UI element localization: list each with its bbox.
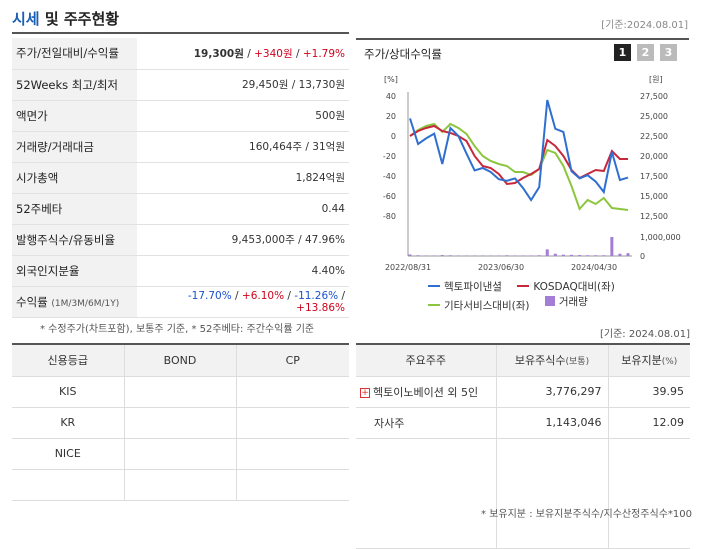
series-line bbox=[409, 122, 629, 211]
legend-item: KOSDAQ대비(좌) bbox=[517, 279, 615, 294]
left-tick-label: -80 bbox=[383, 212, 396, 221]
right-tick-label: 12,500 bbox=[640, 212, 668, 221]
table-row: 거래량/거래대금 160,464주 / 31억원 bbox=[12, 131, 349, 163]
volume-bar bbox=[481, 255, 485, 256]
volume-bar bbox=[553, 253, 557, 256]
series-line bbox=[409, 124, 628, 186]
table-row: 발행주식수/유동비율 9,453,000주 / 47.96% bbox=[12, 224, 349, 256]
right-unit: [원] bbox=[649, 75, 663, 84]
volume-bar bbox=[586, 255, 590, 256]
price-chart: [%] [원] 40 20 0 -20 -40 -60 -80 27,500 25,000 22,… bbox=[383, 75, 681, 272]
table-row: 52Weeks 최고/최저 29,450원 / 13,730원 bbox=[12, 69, 349, 101]
holders-basis: [기준: 2024.08.01] bbox=[599, 329, 690, 340]
right-tick-label: 17,500 bbox=[640, 172, 668, 181]
volume-bar bbox=[456, 255, 460, 256]
table-row: 외국인지분율 4.40% bbox=[12, 255, 349, 287]
series-line bbox=[409, 99, 629, 202]
section-title: 시세 및 주주현황 bbox=[12, 10, 120, 28]
left-unit: [%] bbox=[384, 75, 398, 84]
x-tick-label: 2024/04/30 bbox=[571, 263, 617, 272]
chart-title: 주가/상대수익률 bbox=[364, 47, 442, 61]
left-tick-label: -60 bbox=[383, 192, 396, 201]
volume-bar bbox=[473, 255, 477, 256]
holders-table: 주요주주 보유주식수(보통) 보유지분(%) + 헥토이노베이션 외 5인 3,7… bbox=[356, 343, 690, 549]
chart-page-2-button[interactable]: 2 bbox=[637, 44, 654, 61]
right-tick-label: 22,500 bbox=[640, 132, 668, 141]
volume-bar bbox=[602, 255, 606, 256]
volume-bar bbox=[594, 255, 598, 256]
divider bbox=[12, 32, 349, 34]
credit-table: 신용등급 BOND CP KIS KR NICE bbox=[12, 343, 349, 501]
volume-zero-label: 0 bbox=[640, 252, 645, 261]
left-tick-label: 40 bbox=[386, 92, 396, 101]
chart-panel: 주가/상대수익률 1 2 3 [%] [원] 40 20 0 -20 -40 -60 -80… bbox=[356, 38, 689, 313]
volume-bar bbox=[578, 255, 582, 256]
table-row: KIS bbox=[12, 376, 349, 408]
volume-bar bbox=[618, 253, 622, 256]
volume-bar bbox=[561, 254, 565, 256]
volume-bar bbox=[569, 254, 573, 256]
chart-pager: 1 2 3 bbox=[614, 44, 677, 61]
legend-item: 거래량 bbox=[544, 294, 588, 309]
chart-legend: 헥토파이낸셜 KOSDAQ대비(좌) 기타서비스대비(좌) 거래량 bbox=[428, 278, 688, 313]
table-row bbox=[356, 438, 690, 549]
quote-table: 주가/전일대비/수익률 19,300원 / +340원 / +1.79% 52W… bbox=[12, 38, 349, 318]
expand-plus-icon[interactable]: + bbox=[360, 387, 370, 398]
table-row: NICE bbox=[12, 438, 349, 470]
volume-bar bbox=[424, 255, 428, 256]
table-row: 52주베타 0.44 bbox=[12, 193, 349, 225]
right-tick-label: 15,000 bbox=[640, 192, 668, 201]
table-row: 액면가 500원 bbox=[12, 100, 349, 132]
volume-bar bbox=[408, 254, 412, 256]
table-row: 수익률 (1M/3M/6M/1Y) -17.70% / +6.10% / -11… bbox=[12, 286, 349, 318]
left-tick-label: 20 bbox=[386, 112, 396, 121]
legend-item: 기타서비스대비(좌) bbox=[428, 298, 529, 313]
table-row: 주가/전일대비/수익률 19,300원 / +340원 / +1.79% bbox=[12, 38, 349, 70]
volume-tick-label: 1,000,000 bbox=[640, 233, 681, 242]
right-tick-label: 27,500 bbox=[640, 92, 668, 101]
left-tick-label: 0 bbox=[391, 132, 396, 141]
volume-bar bbox=[448, 255, 452, 256]
chart-page-3-button[interactable]: 3 bbox=[660, 44, 677, 61]
left-tick-label: -40 bbox=[383, 172, 396, 181]
left-tick-label: -20 bbox=[383, 152, 396, 161]
volume-bar bbox=[432, 255, 436, 256]
volume-bar bbox=[513, 255, 517, 256]
table-row: 시가총액 1,824억원 bbox=[12, 162, 349, 194]
volume-bar bbox=[489, 255, 493, 256]
table-row: 자사주 1,143,046 12.09 bbox=[356, 407, 690, 439]
volume-bar bbox=[626, 253, 630, 256]
holders-note: * 보유지분 : 보유지분주식수/지수산정주식수*100 bbox=[481, 509, 692, 520]
volume-bar bbox=[497, 255, 501, 256]
legend-item: 헥토파이낸셜 bbox=[428, 279, 502, 294]
table-row bbox=[12, 469, 349, 501]
chart-page-1-button[interactable]: 1 bbox=[614, 44, 631, 61]
right-tick-label: 20,000 bbox=[640, 152, 668, 161]
table-row: + 헥토이노베이션 외 5인 3,776,297 39.95 bbox=[356, 376, 690, 408]
x-tick-label: 2022/08/31 bbox=[385, 263, 431, 272]
x-tick-label: 2023/06/30 bbox=[478, 263, 524, 272]
volume-bar bbox=[440, 255, 444, 256]
volume-bar bbox=[465, 255, 469, 256]
quote-note: * 수정주가(차트포함), 보통주 기준, * 52주베타: 주간수익률 기준 bbox=[40, 324, 315, 335]
table-row: KR bbox=[12, 407, 349, 439]
volume-bar bbox=[545, 249, 549, 256]
volume-bar bbox=[505, 255, 509, 256]
volume-bar bbox=[537, 255, 541, 256]
volume-bar bbox=[416, 255, 420, 256]
basis-date: [기준:2024.08.01] bbox=[601, 20, 688, 31]
right-tick-label: 25,000 bbox=[640, 112, 668, 121]
volume-bar bbox=[529, 255, 533, 256]
volume-bar bbox=[521, 255, 525, 256]
volume-bar bbox=[610, 237, 614, 256]
